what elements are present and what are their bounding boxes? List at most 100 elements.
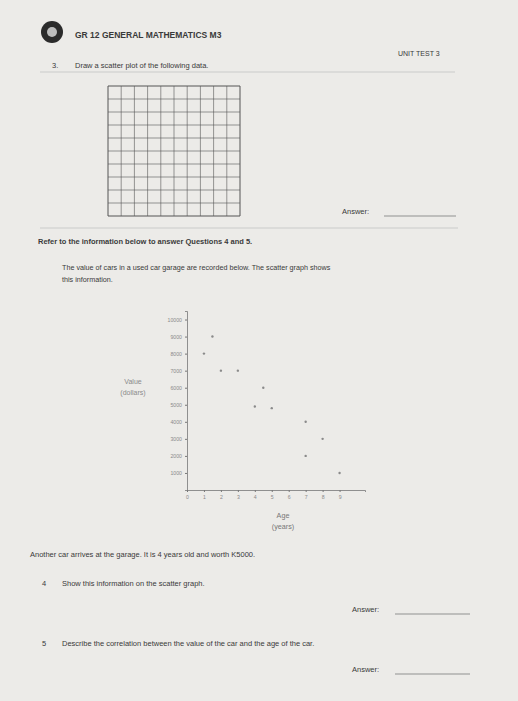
instructions-line: The value of cars in a used car garage a… [62, 263, 331, 272]
grid-line [108, 99, 240, 100]
grid-line [108, 203, 240, 204]
tick-mark [204, 490, 205, 492]
tick-label: 4 [254, 494, 257, 500]
question-number: 5 [42, 639, 46, 648]
tick: 1000 [170, 470, 187, 476]
tick: 4 [254, 490, 257, 500]
tick: 2 [220, 490, 223, 500]
paper [0, 0, 518, 701]
tick: 5000 [170, 402, 187, 408]
point [254, 405, 256, 407]
point [304, 421, 306, 423]
scenario: Another car arrives at the garage. It is… [30, 550, 255, 559]
grid-line [108, 125, 240, 126]
question-text: Show this information on the scatter gra… [62, 579, 205, 588]
tick: 1 [203, 490, 206, 500]
tick-label: 2000 [170, 453, 182, 459]
answer-line [384, 216, 456, 217]
point [262, 387, 264, 389]
page: GR 12 GENERAL MATHEMATICS M3UNIT TEST 33… [0, 0, 518, 701]
point [304, 455, 306, 457]
tick-mark [185, 456, 187, 457]
tick-label: 3000 [170, 436, 182, 442]
tick-mark [185, 388, 187, 389]
answer-line [395, 614, 470, 615]
grid-line [108, 138, 240, 139]
header-rule [40, 72, 455, 73]
grid-line [108, 177, 240, 178]
tick-label: 10000 [168, 317, 183, 323]
x-axis-title: (years) [272, 522, 294, 531]
instructions-heading: Refer to the information below to answer… [38, 237, 252, 246]
tick-label: 6000 [170, 385, 182, 391]
tick: 10000 [168, 317, 187, 323]
point [220, 369, 222, 371]
answer-line [395, 674, 470, 675]
tick: 0 [186, 490, 189, 500]
question-text: Describe the correlation between the val… [62, 639, 314, 648]
axis-line [185, 312, 188, 491]
tick-mark [221, 490, 222, 492]
grid-line [108, 112, 240, 113]
tick-label: 7000 [170, 368, 182, 374]
tick-mark [185, 371, 187, 372]
tick: 9000 [170, 334, 187, 340]
blank-grid [108, 86, 240, 216]
logo-circle [41, 21, 63, 43]
tick-mark [185, 473, 187, 474]
tick: 3000 [170, 436, 187, 442]
tick-label: 7 [305, 494, 308, 500]
question-number: 3. [52, 61, 58, 70]
tick-label: 3 [237, 494, 240, 500]
point [203, 352, 205, 354]
question-text: Draw a scatter plot of the following dat… [75, 61, 208, 70]
tick-mark [238, 490, 239, 492]
tick-mark [185, 439, 187, 440]
tick-label: 1 [203, 494, 206, 500]
tick-mark [323, 490, 324, 492]
tick-label: 4000 [170, 419, 182, 425]
tick-label: 9 [339, 494, 342, 500]
tick: 6000 [170, 385, 187, 391]
tick-mark [289, 490, 290, 492]
tick: 5 [271, 490, 274, 500]
tick-label: 8 [322, 494, 325, 500]
tick-label: 8000 [170, 351, 182, 357]
tick: 7 [305, 490, 308, 500]
axis-line [188, 491, 366, 493]
y-axis-title: Value [124, 378, 141, 385]
y-axis: 1000 2000 3000 4000 5000 6000 7000 8000 9000 1000… [168, 312, 188, 491]
point [211, 335, 213, 337]
tick: 7000 [170, 368, 187, 374]
question-number: 4 [42, 579, 46, 588]
answer-label: Answer: [352, 605, 379, 614]
grid-line [108, 216, 240, 217]
logo-inner [47, 27, 57, 37]
tick-mark [340, 490, 341, 492]
tick: 4000 [170, 419, 187, 425]
grid-line [108, 190, 240, 191]
answer-label: Answer: [342, 207, 369, 216]
tick: 3 [237, 490, 240, 500]
tick-mark [185, 422, 187, 423]
tick: 6 [288, 490, 291, 500]
section-rule [40, 228, 458, 229]
tick-label: 0 [186, 494, 189, 500]
tick: 8 [322, 490, 325, 500]
point [321, 438, 323, 440]
tick-mark [185, 354, 187, 355]
point [338, 472, 340, 474]
point [237, 369, 239, 371]
tick: 2000 [170, 453, 187, 459]
tick: 8000 [170, 351, 187, 357]
header-test: UNIT TEST 3 [398, 50, 440, 57]
tick-label: 5000 [170, 402, 182, 408]
y-axis-title: (dollars) [120, 389, 145, 397]
grid-line [108, 151, 240, 152]
tick-label: 5 [271, 494, 274, 500]
tick-mark [185, 320, 187, 321]
tick-label: 1000 [170, 470, 182, 476]
school-logo [41, 21, 63, 43]
grid-line [108, 86, 240, 87]
points [203, 335, 341, 474]
